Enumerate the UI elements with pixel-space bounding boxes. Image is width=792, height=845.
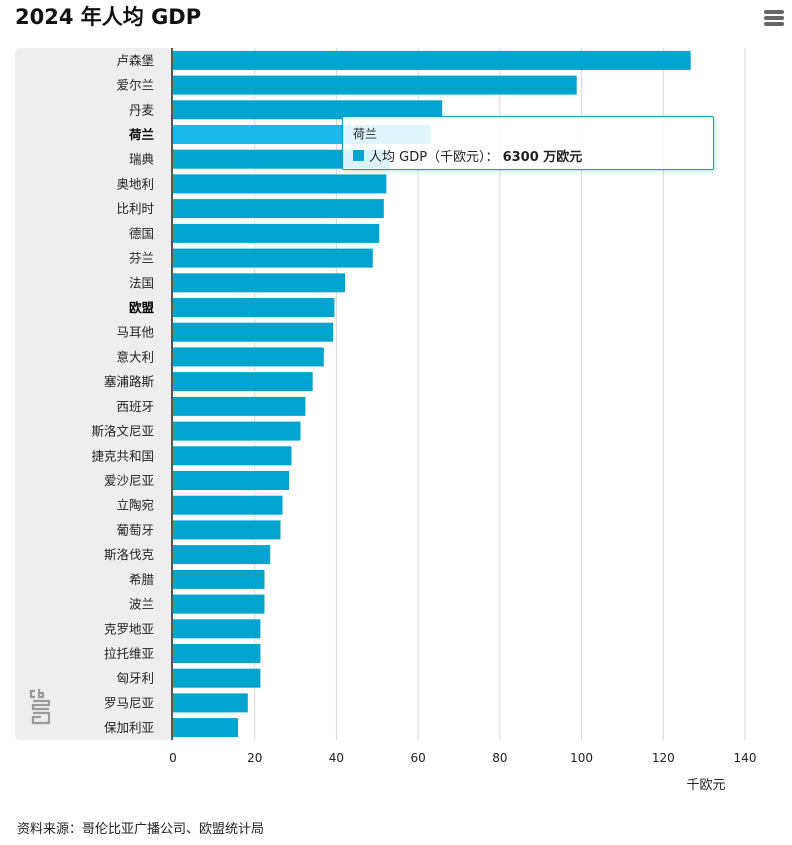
category-label: 保加利亚 (104, 720, 154, 735)
chart-title: 2024 年人均 GDP (15, 5, 202, 29)
x-tick-label: 60 (411, 751, 426, 765)
bar[interactable] (173, 668, 261, 688)
bar[interactable] (173, 594, 265, 614)
x-tick-label: 120 (652, 751, 675, 765)
tooltip-category: 荷兰 (353, 127, 378, 141)
bars (173, 50, 691, 738)
category-label: 芬兰 (129, 251, 154, 266)
category-label: 爱沙尼亚 (104, 473, 154, 488)
category-label: 比利时 (116, 201, 154, 216)
bar[interactable] (173, 75, 577, 95)
bar[interactable] (173, 396, 306, 416)
category-label: 德国 (129, 226, 154, 241)
tooltip-series-label: 人均 GDP（千欧元）： (369, 150, 499, 165)
bar[interactable] (173, 347, 324, 367)
bar[interactable] (173, 223, 380, 243)
category-label: 葡萄牙 (116, 522, 154, 537)
category-label: 斯洛文尼亚 (91, 424, 154, 439)
x-tick-label: 80 (492, 751, 507, 765)
cbs-logo-icon (29, 689, 51, 725)
x-tick-labels: 0 20 40 60 80 100 120 140 (169, 751, 756, 765)
bar[interactable] (173, 693, 248, 713)
category-label: 荷兰 (128, 127, 155, 142)
bar[interactable] (173, 421, 301, 441)
category-label: 希腊 (129, 572, 155, 587)
bar[interactable] (173, 322, 334, 342)
category-label: 奥地利 (116, 176, 154, 191)
bar[interactable] (173, 50, 691, 70)
category-label: 斯洛伐克 (104, 547, 154, 562)
bar[interactable] (173, 248, 373, 268)
bar-tooltip: 荷兰 人均 GDP（千欧元）： 6300 万欧元 (342, 116, 714, 170)
bar[interactable] (173, 545, 271, 565)
category-label: 法国 (129, 275, 154, 290)
category-label: 拉托维亚 (104, 646, 154, 661)
tooltip-value: 6300 万欧元 (502, 150, 583, 165)
bar[interactable] (173, 644, 261, 663)
category-label: 瑞典 (129, 152, 154, 167)
category-label: 匈牙利 (116, 671, 154, 686)
bar[interactable] (173, 174, 387, 194)
category-label: 捷克共和国 (91, 448, 154, 463)
x-tick-label: 0 (169, 751, 177, 765)
bar[interactable] (173, 495, 283, 515)
tooltip-series-swatch (353, 150, 364, 161)
bar[interactable] (173, 298, 335, 317)
bar[interactable] (173, 273, 345, 293)
source-note: 资料来源：哥伦比亚广播公司、欧盟统计局 (17, 822, 265, 837)
bar[interactable] (173, 149, 390, 169)
x-tick-label: 40 (329, 751, 344, 765)
x-tick-label: 100 (570, 751, 593, 765)
category-label: 欧盟 (129, 300, 155, 315)
category-labels: 卢森堡爱尔兰丹麦荷兰瑞典奥地利比利时德国芬兰法国欧盟马耳他意大利塞浦路斯西班牙斯… (91, 53, 154, 735)
category-label: 马耳他 (116, 325, 154, 340)
bar[interactable] (173, 100, 443, 120)
category-label: 塞浦路斯 (104, 374, 154, 389)
bar[interactable] (173, 372, 313, 392)
x-tick-label: 140 (734, 751, 757, 765)
bar[interactable] (173, 619, 261, 639)
category-label: 立陶宛 (116, 498, 154, 513)
x-axis-label: 千欧元 (686, 778, 725, 793)
chart-label-panel (15, 48, 173, 740)
category-label: 卢森堡 (116, 53, 154, 68)
category-label: 西班牙 (116, 399, 154, 414)
category-label: 意大利 (116, 349, 154, 364)
category-label: 罗马尼亚 (104, 695, 154, 710)
category-label: 克罗地亚 (104, 621, 154, 636)
bar[interactable] (173, 446, 292, 466)
bar[interactable] (173, 520, 281, 540)
category-label: 爱尔兰 (116, 78, 154, 93)
bar[interactable] (173, 199, 384, 219)
bar[interactable] (173, 569, 265, 589)
bar[interactable] (173, 471, 289, 490)
category-label: 波兰 (129, 597, 154, 612)
x-tick-label: 20 (247, 751, 262, 765)
category-label: 丹麦 (129, 102, 155, 117)
hamburger-menu-icon[interactable] (762, 8, 786, 28)
bar[interactable] (173, 718, 238, 738)
